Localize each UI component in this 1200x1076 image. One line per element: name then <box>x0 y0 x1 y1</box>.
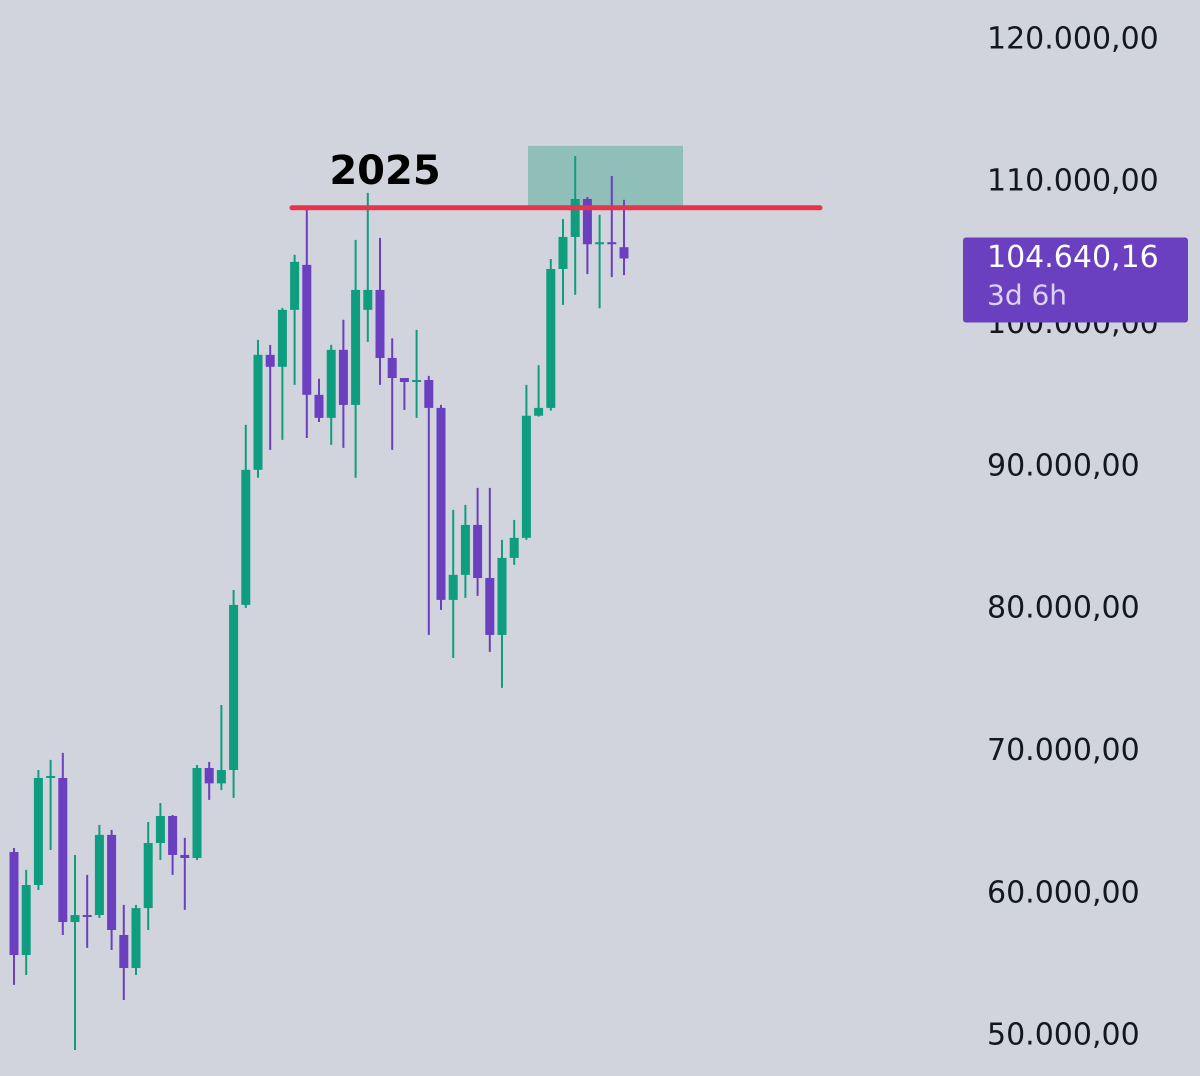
candle-body <box>582 198 592 245</box>
candle-body <box>363 289 373 310</box>
candle-body <box>326 349 336 418</box>
candle-body <box>497 557 507 635</box>
candle-body <box>558 236 568 269</box>
candle-body <box>521 415 531 538</box>
y-tick-label: 110.000,00 <box>987 164 1159 199</box>
candle-body <box>131 908 141 968</box>
y-tick-label: 90.000,00 <box>987 448 1140 483</box>
candle-body <box>265 354 275 367</box>
candle-body <box>155 815 165 844</box>
candle-body <box>338 349 348 405</box>
candle-body <box>473 524 483 578</box>
candle-body <box>570 198 580 237</box>
candle-body <box>204 768 214 784</box>
countdown-label: 3d 6h <box>987 278 1067 311</box>
y-tick-label: 70.000,00 <box>987 733 1140 768</box>
candle-body <box>46 775 56 778</box>
price-label-box <box>963 237 1188 323</box>
candle-body <box>119 934 129 968</box>
candle-body <box>9 851 19 956</box>
candle-body <box>619 247 629 259</box>
candle-body <box>546 269 556 408</box>
candle-body <box>302 264 312 395</box>
candle-body <box>277 309 287 367</box>
candle-body <box>375 289 385 358</box>
candle-body <box>192 768 202 858</box>
candle-body <box>107 834 117 930</box>
candle-body <box>168 815 178 855</box>
candle-body <box>412 380 422 383</box>
candle-body <box>424 380 434 408</box>
price-label: 104.640,16 <box>987 240 1159 275</box>
candle-body <box>70 915 80 923</box>
candle-body <box>143 843 153 909</box>
candle-body <box>399 378 409 383</box>
candle-body <box>33 777 43 885</box>
candle-body <box>534 407 544 416</box>
candle-body <box>460 524 470 575</box>
candle-body <box>387 357 397 379</box>
candle-body <box>253 354 263 470</box>
candle-body <box>290 261 300 310</box>
y-tick-label: 120.000,00 <box>987 21 1159 56</box>
annotation: 2025 <box>329 148 440 194</box>
candle-body <box>448 574 458 600</box>
candle-body <box>58 777 68 923</box>
candle-body <box>21 884 31 956</box>
candle-body <box>436 407 446 600</box>
candle-body <box>180 854 190 858</box>
candle-body <box>82 915 92 918</box>
y-tick-label: 50.000,00 <box>987 1018 1140 1053</box>
candle-body <box>241 469 251 605</box>
candle-body <box>607 242 617 245</box>
candle-body <box>216 769 226 784</box>
candle-body <box>351 289 361 405</box>
candle-body <box>485 577 495 635</box>
y-tick-label: 60.000,00 <box>987 875 1140 910</box>
candle-body <box>314 394 324 418</box>
candle-body <box>229 604 239 770</box>
candle-body <box>94 834 104 916</box>
y-tick-label: 80.000,00 <box>987 591 1140 626</box>
candle-body <box>509 537 519 558</box>
candle-body <box>595 242 605 245</box>
zone <box>528 145 683 207</box>
